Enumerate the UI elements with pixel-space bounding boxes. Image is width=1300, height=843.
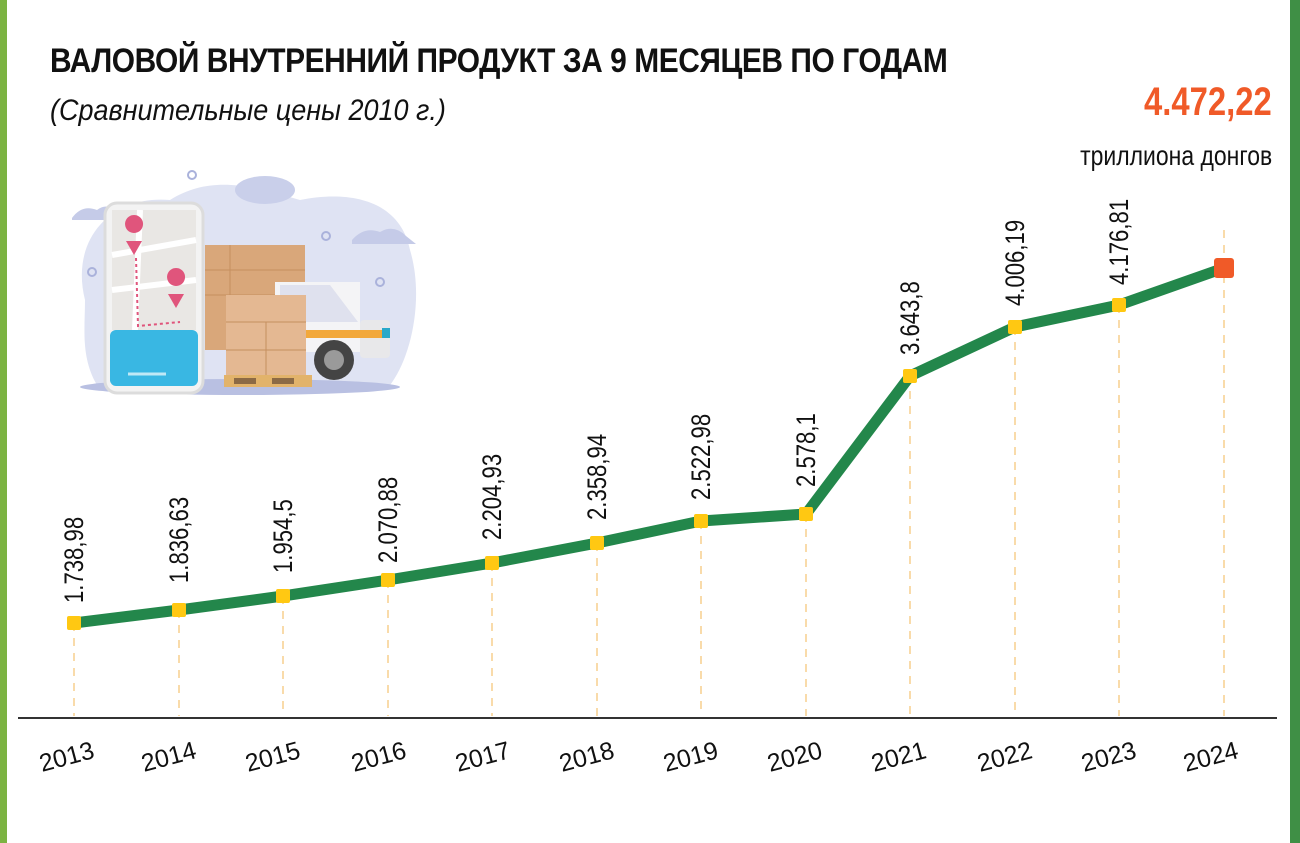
x-axis-labels: 2013 2014 2015 2016 2017 2018 2019 2020 … <box>36 736 1241 777</box>
marker-2022 <box>1008 320 1022 334</box>
value-label-2023: 4.176,81 <box>1105 199 1135 285</box>
year-label-2020: 2020 <box>764 736 825 777</box>
value-label-2015: 1.954,5 <box>269 499 299 573</box>
year-label-2014: 2014 <box>138 736 199 777</box>
chart-subtitle: (Сравнительные цены 2010 г.) <box>50 94 446 127</box>
value-label-2014: 1.836,63 <box>165 497 195 583</box>
chart-title: ВАЛОВОЙ ВНУТРЕННИЙ ПРОДУКТ ЗА 9 МЕСЯЦЕВ … <box>50 42 948 80</box>
marker-2023 <box>1112 298 1126 312</box>
value-label-2020: 2.578,1 <box>792 413 822 487</box>
value-label-2019: 2.522,98 <box>687 414 717 500</box>
data-markers <box>67 298 1126 630</box>
year-label-2013: 2013 <box>36 736 97 777</box>
marker-2019 <box>694 514 708 528</box>
gdp-line <box>68 262 1230 629</box>
value-label-2021: 3.643,8 <box>896 281 926 355</box>
left-border <box>0 0 7 843</box>
marker-2015 <box>276 589 290 603</box>
unit-label: триллиона донгов <box>1079 140 1272 171</box>
year-label-2024: 2024 <box>1180 736 1241 777</box>
value-label-2017: 2.204,93 <box>478 454 508 540</box>
guide-lines <box>73 230 1225 716</box>
year-label-2019: 2019 <box>660 736 721 777</box>
year-label-2018: 2018 <box>556 736 617 777</box>
value-label-2013: 1.738,98 <box>60 517 90 603</box>
marker-2024-highlight <box>1214 258 1234 278</box>
value-labels: 1.738,98 1.836,63 1.954,5 2.070,88 2.204… <box>60 199 1135 603</box>
year-label-2017: 2017 <box>452 736 513 777</box>
year-label-2016: 2016 <box>348 736 409 777</box>
year-label-2023: 2023 <box>1078 736 1139 777</box>
highlight-value: 4.472,22 <box>1144 80 1272 124</box>
marker-2016 <box>381 573 395 587</box>
marker-2013 <box>67 616 81 630</box>
year-label-2015: 2015 <box>242 736 303 777</box>
marker-2018 <box>590 536 604 550</box>
value-label-2016: 2.070,88 <box>374 477 404 563</box>
marker-2014 <box>172 603 186 617</box>
logistics-illustration <box>72 170 417 395</box>
year-label-2022: 2022 <box>974 736 1035 777</box>
year-label-2021: 2021 <box>868 736 929 777</box>
right-border <box>1290 0 1300 843</box>
value-label-2018: 2.358,94 <box>583 434 613 520</box>
marker-2021 <box>903 369 917 383</box>
marker-2020 <box>799 507 813 521</box>
value-label-2022: 4.006,19 <box>1001 220 1031 306</box>
marker-2017 <box>485 556 499 570</box>
